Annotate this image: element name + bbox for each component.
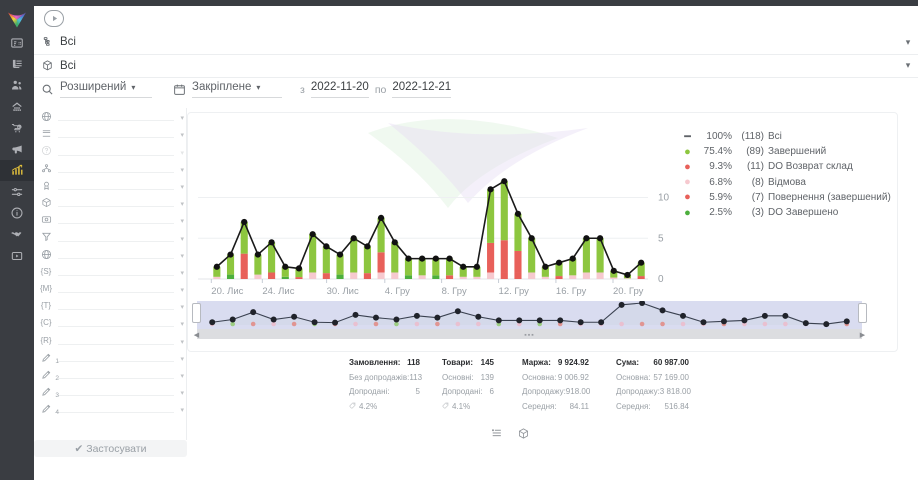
svg-text:10: 10 (658, 193, 670, 204)
svg-text:20. Лис: 20. Лис (211, 286, 243, 297)
svg-text:8. Гру: 8. Гру (442, 286, 467, 297)
svg-text:30. Лис: 30. Лис (327, 286, 359, 297)
svg-text:4. Гру: 4. Гру (385, 286, 410, 297)
svg-text:16. Гру: 16. Гру (556, 286, 587, 297)
svg-text:24. Лис: 24. Лис (262, 286, 294, 297)
svg-text:5: 5 (658, 233, 664, 244)
svg-text:0: 0 (658, 274, 664, 285)
svg-text:20. Гру: 20. Гру (613, 286, 644, 297)
svg-text:12. Гру: 12. Гру (499, 286, 530, 297)
